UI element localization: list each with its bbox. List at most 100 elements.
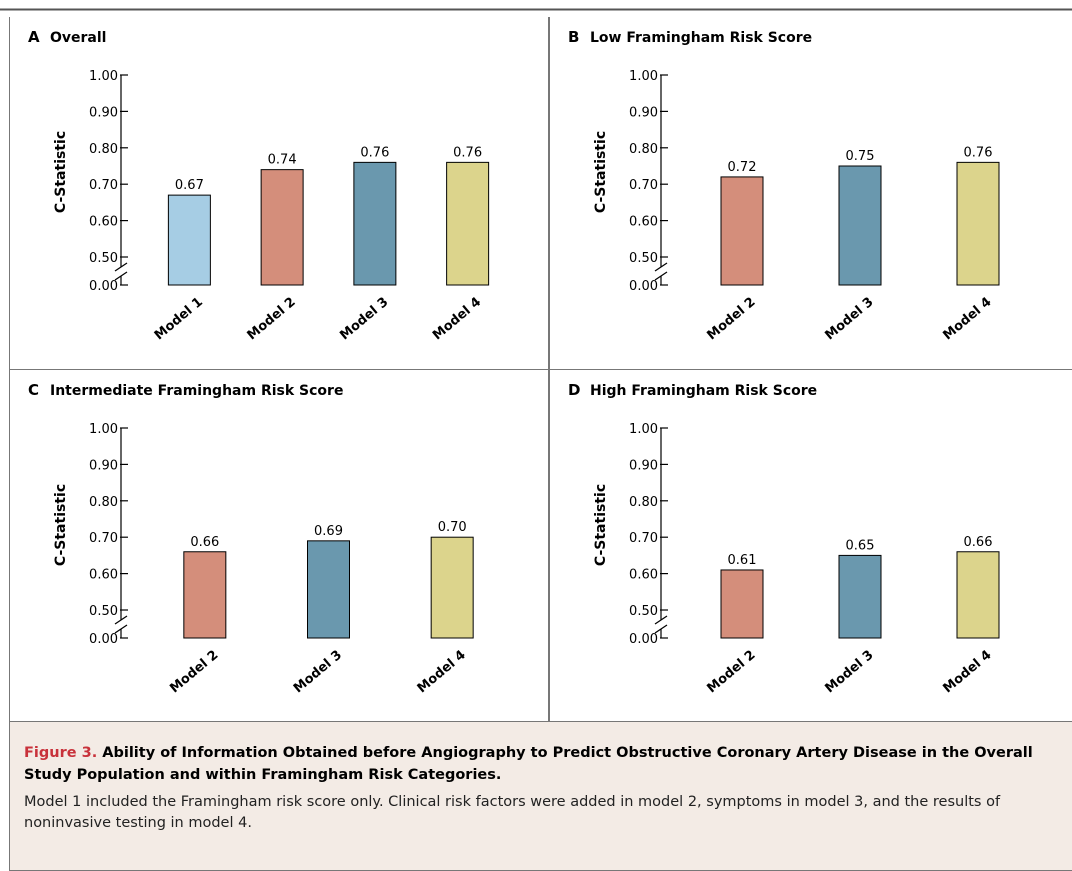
bar-value-label: 0.66 bbox=[190, 535, 219, 550]
y-axis-label: C-Statistic bbox=[53, 131, 69, 213]
y-tick-label: 0.80 bbox=[89, 495, 118, 510]
bar-value-label: 0.70 bbox=[438, 520, 467, 535]
bar-value-label: 0.76 bbox=[360, 145, 389, 160]
panel-title: Overall bbox=[50, 30, 106, 46]
axis-break-mark-upper bbox=[114, 262, 128, 272]
y-axis-label: C-Statistic bbox=[593, 484, 609, 566]
axis-break-mark-lower bbox=[654, 271, 668, 281]
y-tick-label: 0.50 bbox=[629, 604, 658, 619]
y-tick-label: 0.60 bbox=[89, 215, 118, 230]
y-tick-label: 0.50 bbox=[89, 251, 118, 266]
bar bbox=[956, 551, 1000, 639]
bar bbox=[446, 161, 490, 286]
bar bbox=[430, 536, 474, 639]
bar-value-label: 0.65 bbox=[846, 538, 875, 553]
y-tick-label: 0.60 bbox=[629, 568, 658, 583]
x-category-label: Model 4 bbox=[940, 648, 994, 697]
y-tick-label-origin: 0.00 bbox=[89, 279, 118, 294]
bar-value-label: 0.66 bbox=[964, 535, 993, 550]
y-tick-label: 0.70 bbox=[89, 178, 118, 193]
figure-caption: Figure 3. Ability of Information Obtaine… bbox=[9, 722, 1072, 871]
bar bbox=[307, 540, 350, 639]
panel-title: High Framingham Risk Score bbox=[590, 383, 817, 399]
panel-a: A Overall C-Statistic 1.00 0.90 0.80 0.70 0.60 0… bbox=[9, 17, 549, 370]
panel-d: D High Framingham Risk Score C-Statistic 1.… bbox=[549, 370, 1072, 722]
y-tick-label: 1.00 bbox=[89, 69, 118, 84]
bar-value-label: 0.69 bbox=[314, 524, 343, 539]
y-tick-label: 0.90 bbox=[89, 105, 118, 120]
y-tick-label: 0.70 bbox=[629, 178, 658, 193]
panel-title: Intermediate Framingham Risk Score bbox=[50, 383, 343, 399]
bar-value-label: 0.61 bbox=[728, 553, 757, 568]
x-category-label: Model 3 bbox=[822, 295, 876, 344]
y-tick-label: 1.00 bbox=[89, 422, 118, 437]
y-axis-label: C-Statistic bbox=[593, 131, 609, 213]
bar bbox=[183, 551, 227, 639]
y-tick-label: 0.70 bbox=[89, 531, 118, 546]
axis-break-mark-lower bbox=[114, 271, 128, 281]
y-tick-label: 0.90 bbox=[89, 458, 118, 473]
bar bbox=[353, 161, 397, 286]
y-tick-label: 0.60 bbox=[89, 568, 118, 583]
chart-svg-d: D High Framingham Risk Score C-Statistic 1.… bbox=[549, 370, 1072, 722]
bar bbox=[260, 169, 304, 286]
y-tick-label: 0.70 bbox=[629, 531, 658, 546]
caption-title: Figure 3. Ability of Information Obtaine… bbox=[24, 742, 1058, 786]
y-tick-label: 0.90 bbox=[629, 458, 658, 473]
panel-grid: A Overall C-Statistic 1.00 0.90 0.80 0.70 0.60 0… bbox=[9, 17, 1072, 722]
y-tick-label-origin: 0.00 bbox=[89, 632, 118, 647]
caption-body: Model 1 included the Framingham risk sco… bbox=[24, 794, 1001, 831]
caption-title-text: Ability of Information Obtained before A… bbox=[24, 745, 1033, 783]
panel-c: C Intermediate Framingham Risk Score C-Sta… bbox=[9, 370, 549, 722]
y-tick-label: 0.50 bbox=[89, 604, 118, 619]
axis-break-mark-lower bbox=[114, 624, 128, 634]
x-category-label: Model 4 bbox=[415, 648, 469, 697]
x-category-label: Model 4 bbox=[940, 295, 994, 344]
y-tick-label-origin: 0.00 bbox=[629, 279, 658, 294]
x-category-label: Model 2 bbox=[704, 295, 758, 344]
bar bbox=[838, 554, 882, 639]
bar-value-label: 0.74 bbox=[268, 153, 297, 168]
panel-letter: A bbox=[28, 28, 40, 46]
bar bbox=[956, 161, 1000, 286]
x-category-label: Model 2 bbox=[167, 648, 221, 697]
y-tick-label: 0.50 bbox=[629, 251, 658, 266]
y-axis-label: C-Statistic bbox=[53, 484, 69, 566]
panel-letter: B bbox=[568, 28, 579, 46]
x-category-label: Model 3 bbox=[291, 648, 345, 697]
bar bbox=[167, 194, 211, 286]
chart-svg-c: C Intermediate Framingham Risk Score C-Sta… bbox=[9, 370, 549, 722]
bar-value-label: 0.75 bbox=[846, 149, 875, 164]
y-tick-label-origin: 0.00 bbox=[629, 632, 658, 647]
caption-figure-label: Figure 3. bbox=[24, 745, 98, 761]
bar-value-label: 0.72 bbox=[728, 160, 757, 175]
x-category-label: Model 3 bbox=[337, 295, 391, 344]
chart-svg-b: B Low Framingham Risk Score C-Statistic 1.0… bbox=[549, 17, 1072, 370]
panel-title: Low Framingham Risk Score bbox=[590, 30, 812, 46]
x-category-label: Model 1 bbox=[152, 295, 206, 344]
panel-b: B Low Framingham Risk Score C-Statistic 1.0… bbox=[549, 17, 1072, 370]
x-category-label: Model 2 bbox=[704, 648, 758, 697]
chart-svg-a: A Overall C-Statistic 1.00 0.90 0.80 0.70 0.60 0… bbox=[9, 17, 549, 370]
y-tick-label: 1.00 bbox=[629, 422, 658, 437]
y-tick-label: 1.00 bbox=[629, 69, 658, 84]
bar-value-label: 0.76 bbox=[964, 145, 993, 160]
y-tick-label: 0.90 bbox=[629, 105, 658, 120]
bar-value-label: 0.76 bbox=[453, 145, 482, 160]
y-tick-label: 0.80 bbox=[89, 142, 118, 157]
panel-letter: D bbox=[568, 381, 580, 399]
x-category-label: Model 3 bbox=[822, 648, 876, 697]
bar bbox=[720, 176, 764, 286]
y-tick-label: 0.60 bbox=[629, 215, 658, 230]
y-tick-label: 0.80 bbox=[629, 142, 658, 157]
bar bbox=[720, 569, 764, 639]
panel-letter: C bbox=[28, 381, 39, 399]
axis-break-mark-upper bbox=[114, 615, 128, 625]
bar-value-label: 0.67 bbox=[175, 178, 204, 193]
x-category-label: Model 2 bbox=[245, 295, 299, 344]
top-rule bbox=[0, 8, 1072, 11]
axis-break-mark-lower bbox=[654, 624, 668, 634]
axis-break-mark-upper bbox=[654, 615, 668, 625]
axis-break-mark-upper bbox=[654, 262, 668, 272]
